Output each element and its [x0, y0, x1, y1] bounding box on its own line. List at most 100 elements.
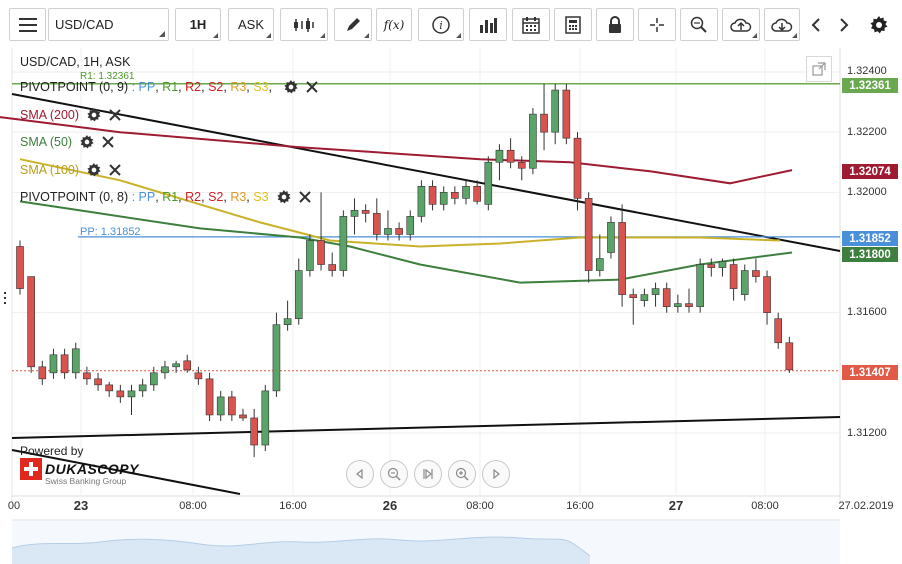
candles: [16, 84, 794, 458]
legend-sma-50[interactable]: SMA (50): [20, 134, 114, 150]
dukascopy-logo[interactable]: DUKASCOPY Swiss Banking Group: [20, 458, 139, 486]
candle-body: [562, 89, 571, 139]
toolbar: USD/CAD 1H ASK f(x) i: [0, 0, 902, 48]
gear-icon[interactable]: [80, 135, 94, 149]
timeframe-button[interactable]: 1H: [175, 8, 221, 41]
candle-body: [462, 186, 470, 199]
lock-icon[interactable]: [596, 8, 634, 41]
x-tick-date: 27.02.2019: [838, 500, 894, 512]
candle-body: [294, 270, 303, 319]
function-icon[interactable]: f(x): [376, 8, 412, 41]
chevron-right-icon[interactable]: [830, 8, 858, 41]
y-tick: 1.32200: [847, 126, 887, 138]
gear-icon[interactable]: [276, 190, 291, 204]
y-tick: 1.32000: [847, 186, 887, 198]
sma-lines: [0, 116, 793, 284]
candle-body: [406, 216, 415, 235]
upload-icon[interactable]: [722, 8, 760, 41]
pp-level-label: PP: 1.31852: [80, 226, 141, 238]
indicator-name: PIVOTPOINT (0, 9): [20, 80, 129, 94]
y-tick: 1.31600: [847, 306, 887, 318]
calendar-icon[interactable]: [512, 8, 550, 41]
lower-trendline[interactable]: [11, 416, 841, 439]
gear-icon[interactable]: [283, 80, 298, 94]
close-icon[interactable]: [298, 191, 311, 203]
crosshair-icon[interactable]: [638, 8, 676, 41]
fx-label: f(x): [383, 17, 405, 32]
x-tick: 16:00: [279, 500, 307, 512]
legend-pivotpoint-9[interactable]: PIVOTPOINT (0, 9) : PP, R1, R2, S2, R3, …: [20, 79, 318, 95]
x-tick: 08:00: [466, 500, 494, 512]
candle-body: [183, 360, 192, 371]
candle-body: [707, 264, 716, 268]
candle-body: [161, 366, 169, 374]
gear-icon[interactable]: [864, 8, 894, 41]
pp-price-tag: 1.31852: [842, 231, 898, 246]
sma50-price-tag: 1.31800: [842, 247, 898, 262]
candle-body: [27, 276, 35, 368]
upper-trendline[interactable]: [11, 93, 841, 252]
trendlines: [11, 93, 841, 495]
lower-channel-line[interactable]: [11, 449, 241, 495]
candle-body: [451, 192, 459, 199]
legend-sma-200[interactable]: SMA (200): [20, 107, 121, 123]
download-icon[interactable]: [764, 8, 800, 41]
price-side-button[interactable]: ASK: [228, 8, 274, 41]
candle-body: [517, 161, 526, 169]
symbol-selector[interactable]: USD/CAD: [48, 8, 169, 41]
candle-body: [718, 261, 727, 268]
indicator-name: SMA (200): [20, 108, 80, 122]
price-chart[interactable]: [0, 48, 902, 564]
candle-body: [774, 318, 783, 344]
chart-title: USD/CAD, 1H, ASK: [20, 55, 131, 69]
scroll-right-icon[interactable]: [482, 460, 510, 488]
candle-body: [395, 228, 403, 235]
gear-icon[interactable]: [87, 108, 101, 122]
x-tick: 08:00: [751, 500, 779, 512]
legend-sma-100[interactable]: SMA (100): [20, 162, 121, 178]
zoom-in-icon[interactable]: [448, 460, 476, 488]
info-icon[interactable]: i: [418, 8, 464, 41]
sma50-line: [19, 200, 793, 284]
candle-body: [60, 354, 69, 374]
candle-body: [328, 264, 337, 271]
candle-body: [71, 348, 80, 374]
candle-body: [607, 222, 615, 253]
swiss-cross-icon: [20, 458, 42, 480]
scroll-left-icon[interactable]: [346, 460, 374, 488]
pencil-icon[interactable]: [334, 8, 372, 41]
candle-body: [38, 366, 47, 380]
zoom-out-icon[interactable]: [380, 460, 408, 488]
legend-pivotpoint-8[interactable]: PIVOTPOINT (0, 8) : PP, R1, R2, S2, R3, …: [20, 189, 311, 205]
expand-icon[interactable]: [806, 56, 832, 82]
close-icon[interactable]: [109, 164, 121, 176]
chart-area[interactable]: USD/CAD, 1H, ASK PIVOTPOINT (0, 9) : PP,…: [0, 48, 902, 564]
candle-body: [540, 113, 548, 133]
drag-handle[interactable]: [4, 292, 7, 312]
navigator-strip[interactable]: [11, 519, 840, 564]
hamburger-icon[interactable]: [9, 8, 46, 41]
candle-body: [618, 222, 626, 295]
candle-body: [696, 264, 704, 307]
close-icon[interactable]: [305, 81, 318, 93]
candle-body: [350, 210, 359, 217]
candle-body: [506, 149, 515, 163]
bar-chart-icon[interactable]: [469, 8, 507, 41]
zoom-icon[interactable]: [680, 8, 718, 41]
close-icon[interactable]: [109, 109, 121, 121]
candle-body: [172, 363, 180, 368]
candle-body: [384, 228, 392, 235]
candle-body: [473, 186, 481, 202]
candle-body: [361, 210, 370, 214]
chevron-left-icon[interactable]: [802, 8, 830, 41]
close-icon[interactable]: [102, 136, 114, 148]
candle-body: [763, 276, 771, 313]
candle-body: [339, 216, 348, 271]
candles-icon[interactable]: [280, 8, 328, 41]
calculator-icon[interactable]: [554, 8, 592, 41]
reset-view-icon[interactable]: [414, 460, 442, 488]
candle-body: [551, 89, 560, 133]
candle-body: [595, 258, 604, 271]
candle-body: [685, 303, 693, 307]
gear-icon[interactable]: [87, 163, 101, 177]
